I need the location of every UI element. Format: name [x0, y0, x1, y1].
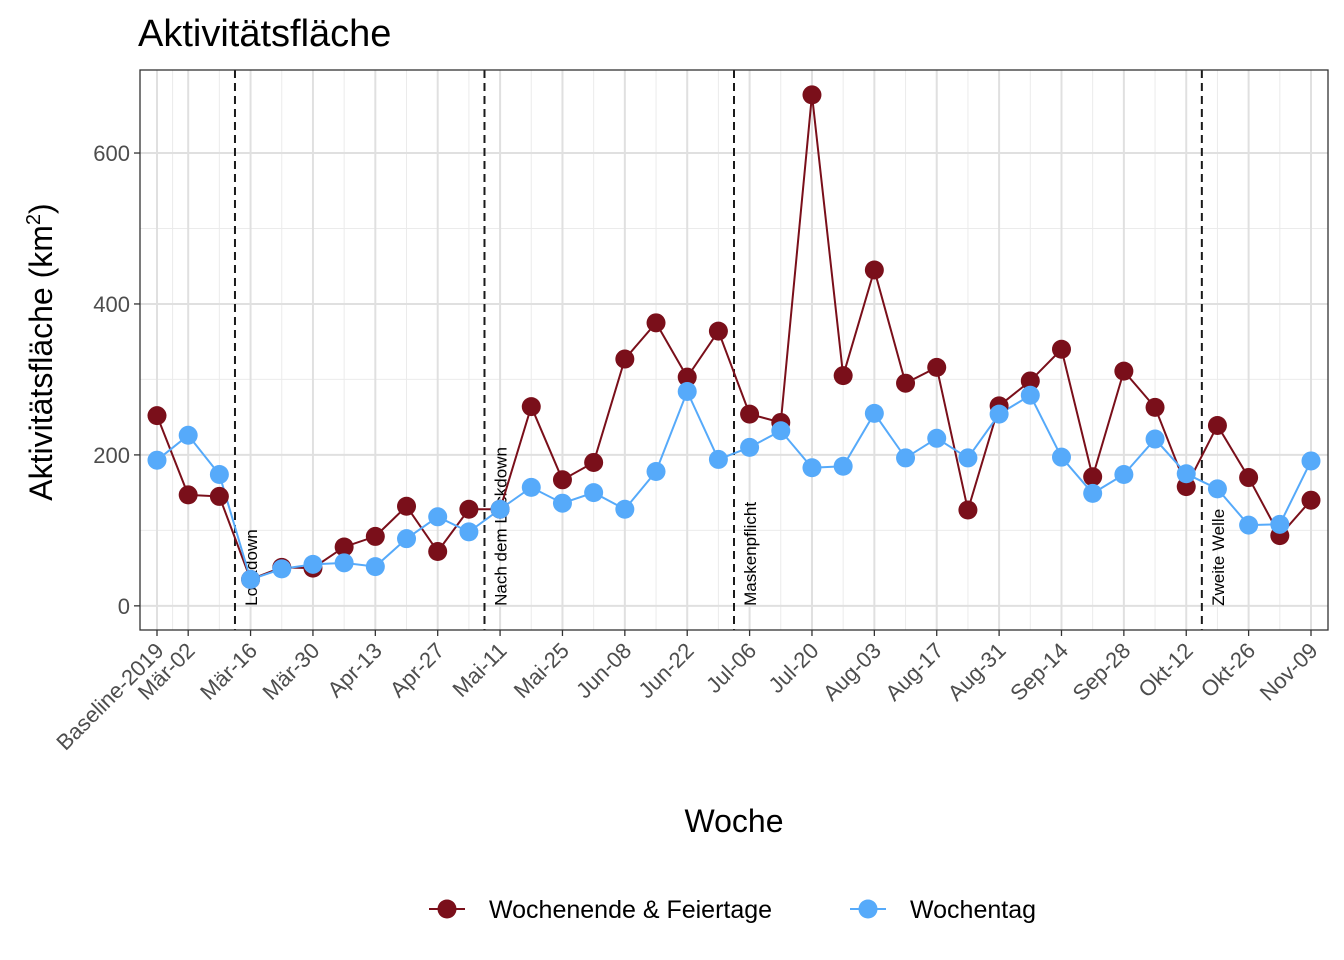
data-point-1 — [802, 458, 822, 478]
data-point-0 — [677, 367, 697, 387]
data-point-1 — [147, 450, 167, 470]
data-point-0 — [334, 537, 354, 557]
data-point-1 — [927, 428, 947, 448]
x-axis-title: Woche — [684, 803, 783, 839]
y-axis-title-end: ) — [23, 203, 59, 214]
data-point-0 — [521, 397, 541, 417]
data-point-0 — [552, 470, 572, 490]
series — [147, 85, 1321, 589]
data-point-0 — [584, 452, 604, 472]
data-point-0 — [740, 404, 760, 424]
data-point-0 — [1301, 490, 1321, 510]
data-point-1 — [646, 462, 666, 482]
data-point-1 — [584, 483, 604, 503]
legend-label: Wochentag — [910, 896, 1036, 924]
data-point-0 — [833, 366, 853, 386]
data-point-1 — [864, 403, 884, 423]
data-point-0 — [147, 406, 167, 426]
plot-border — [139, 69, 1329, 631]
data-point-0 — [1239, 468, 1259, 488]
data-point-0 — [209, 486, 229, 506]
y-tick-label: 0 — [118, 594, 130, 619]
data-point-1 — [397, 529, 417, 549]
data-point-0 — [459, 499, 479, 519]
data-point-1 — [1301, 451, 1321, 471]
data-point-1 — [615, 499, 635, 519]
y-axis-title-main: Aktivitätsfläche (km — [23, 225, 59, 501]
data-point-0 — [365, 526, 385, 546]
data-point-0 — [428, 542, 448, 562]
data-point-0 — [958, 500, 978, 520]
data-point-1 — [1083, 483, 1103, 503]
data-point-1 — [459, 522, 479, 542]
data-point-1 — [334, 553, 354, 573]
data-point-0 — [1145, 397, 1165, 417]
data-point-1 — [1176, 464, 1196, 484]
data-point-1 — [1114, 465, 1134, 485]
legend-key-point — [858, 899, 878, 919]
data-point-1 — [241, 569, 261, 589]
data-point-1 — [1020, 385, 1040, 405]
data-point-1 — [708, 449, 728, 469]
data-point-1 — [958, 448, 978, 468]
data-point-0 — [864, 260, 884, 280]
chart-title: Aktivitätsfläche — [138, 13, 391, 55]
data-point-1 — [552, 493, 572, 513]
vertical-marker-label: Lockdown — [242, 529, 261, 606]
data-point-0 — [802, 85, 822, 105]
vertical-markers: Lockdown Nach dem Lockdown Maskenpflicht Zw… — [233, 70, 1228, 630]
data-point-1 — [1270, 514, 1290, 534]
data-point-0 — [927, 357, 947, 377]
y-axis: 0 200 400 600 — [93, 141, 140, 619]
y-axis-title-superscript: 2 — [23, 214, 45, 225]
data-point-1 — [740, 437, 760, 457]
legend-label: Wochenende & Feiertage — [489, 896, 772, 924]
data-point-1 — [833, 456, 853, 476]
y-tick-label: 400 — [93, 292, 130, 317]
data-point-1 — [178, 425, 198, 445]
data-point-1 — [209, 465, 229, 485]
data-point-1 — [771, 421, 791, 441]
data-point-0 — [646, 313, 666, 333]
data-point-0 — [708, 321, 728, 341]
y-tick-label: 600 — [93, 141, 130, 166]
data-point-1 — [428, 507, 448, 527]
data-point-0 — [1207, 415, 1227, 435]
data-point-0 — [397, 496, 417, 516]
vertical-marker-label: Zweite Welle — [1209, 509, 1228, 606]
data-point-0 — [1114, 361, 1134, 381]
data-point-1 — [272, 559, 292, 579]
data-point-1 — [490, 499, 510, 519]
data-point-1 — [365, 557, 385, 577]
data-point-1 — [521, 477, 541, 497]
data-point-1 — [1051, 447, 1071, 467]
data-point-1 — [989, 404, 1009, 424]
data-point-1 — [1145, 429, 1165, 449]
grid — [140, 70, 1328, 630]
data-point-0 — [178, 485, 198, 505]
vertical-marker-label: Nach dem Lockdown — [491, 447, 510, 606]
data-point-0 — [1083, 467, 1103, 487]
data-point-0 — [1051, 339, 1071, 359]
data-point-1 — [1239, 515, 1259, 535]
data-point-0 — [615, 349, 635, 369]
data-point-0 — [896, 373, 916, 393]
legend-key-point — [437, 899, 457, 919]
legend: Wochenende & Feiertage Wochentag — [429, 896, 1036, 924]
data-point-1 — [677, 382, 697, 402]
data-point-1 — [303, 554, 323, 574]
y-tick-label: 200 — [93, 443, 130, 468]
data-point-1 — [1207, 479, 1227, 499]
data-point-1 — [896, 448, 916, 468]
data-point-0 — [1020, 371, 1040, 391]
y-axis-title: Aktivitätsfläche (km2) — [23, 203, 59, 500]
vertical-marker-label: Maskenpflicht — [741, 502, 760, 606]
